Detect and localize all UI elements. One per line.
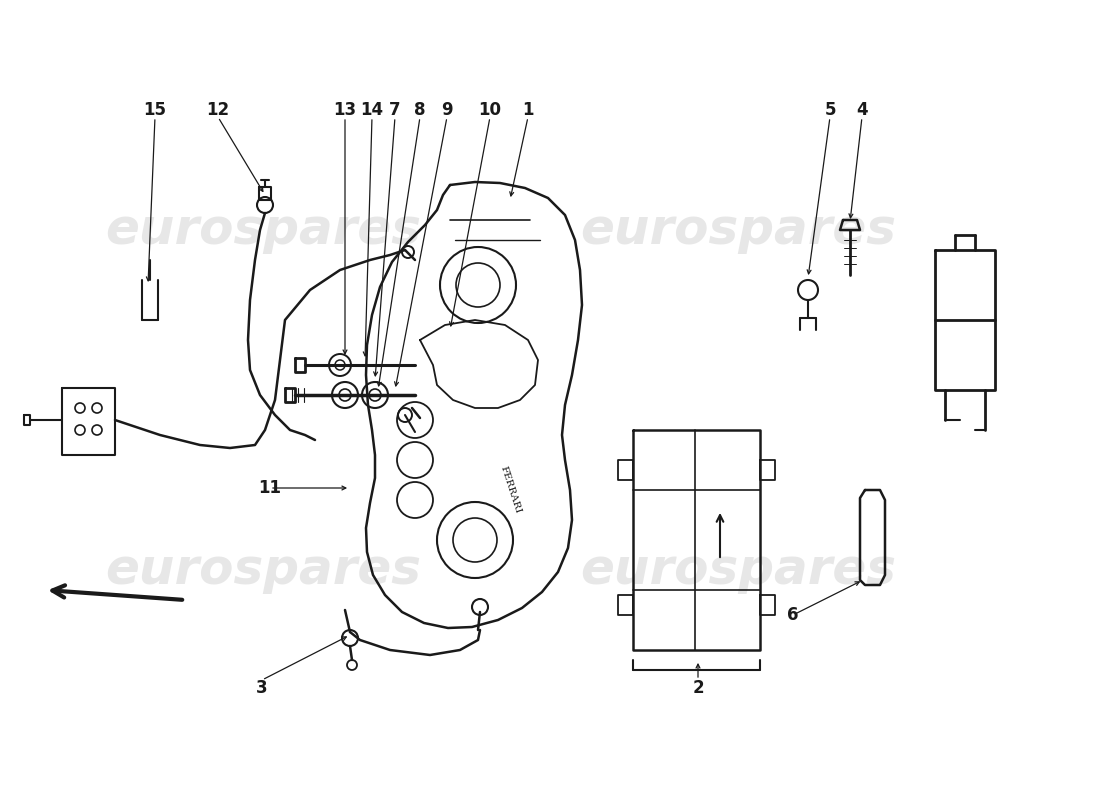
Text: 11: 11 — [258, 479, 282, 497]
Text: 5: 5 — [824, 101, 836, 119]
Text: eurospares: eurospares — [104, 206, 421, 254]
Text: eurospares: eurospares — [580, 546, 896, 594]
Text: 1: 1 — [522, 101, 534, 119]
Text: 6: 6 — [788, 606, 799, 624]
Text: 12: 12 — [207, 101, 230, 119]
Text: 3: 3 — [256, 679, 267, 697]
Text: eurospares: eurospares — [104, 546, 421, 594]
Text: 2: 2 — [692, 679, 704, 697]
Text: 15: 15 — [143, 101, 166, 119]
Text: 13: 13 — [333, 101, 356, 119]
Text: 7: 7 — [389, 101, 400, 119]
Text: 14: 14 — [361, 101, 384, 119]
Text: 10: 10 — [478, 101, 502, 119]
Text: 9: 9 — [441, 101, 453, 119]
Text: 4: 4 — [856, 101, 868, 119]
Text: 8: 8 — [415, 101, 426, 119]
Text: eurospares: eurospares — [580, 206, 896, 254]
Text: FERRARI: FERRARI — [498, 465, 521, 515]
